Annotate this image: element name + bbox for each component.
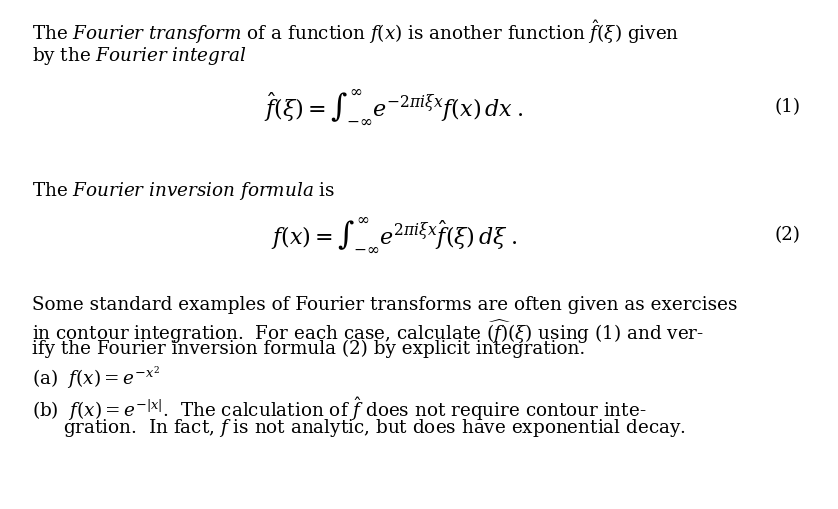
Text: by the $\mathit{Fourier\ integral}$: by the $\mathit{Fourier\ integral}$: [32, 45, 246, 67]
Text: The $\mathit{Fourier\ inversion\ formula}$ is: The $\mathit{Fourier\ inversion\ formula…: [32, 180, 335, 202]
Text: gration.  In fact, $f$ is not analytic, but does have exponential decay.: gration. In fact, $f$ is not analytic, b…: [63, 416, 685, 438]
Text: (1): (1): [774, 98, 800, 116]
Text: (2): (2): [774, 225, 800, 243]
Text: ify the Fourier inversion formula (2) by explicit integration.: ify the Fourier inversion formula (2) by…: [32, 339, 585, 357]
Text: $\hat{f}(\xi) = \int_{-\infty}^{\infty} e^{-2\pi i\xi x} f(x)\, dx\;.$: $\hat{f}(\xi) = \int_{-\infty}^{\infty} …: [264, 88, 524, 126]
Text: Some standard examples of Fourier transforms are often given as exercises: Some standard examples of Fourier transf…: [32, 295, 737, 313]
Text: (b)  $f(x) = e^{-|x|}$.  The calculation of $\hat{f}$ does not require contour i: (b) $f(x) = e^{-|x|}$. The calculation o…: [32, 394, 646, 422]
Text: in contour integration.  For each case, calculate $\widehat{(f)}(\xi)$ using (1): in contour integration. For each case, c…: [32, 317, 704, 345]
Text: (a)  $f(x) = e^{-x^2}$: (a) $f(x) = e^{-x^2}$: [32, 364, 160, 391]
Text: $f(x) = \int_{-\infty}^{\infty} e^{2\pi i\xi x} \hat{f}(\xi)\, d\xi\;.$: $f(x) = \int_{-\infty}^{\infty} e^{2\pi …: [271, 215, 517, 253]
Text: The $\mathit{Fourier\ transform}$ of a function $f(x)$ is another function $\hat: The $\mathit{Fourier\ transform}$ of a f…: [32, 18, 679, 45]
